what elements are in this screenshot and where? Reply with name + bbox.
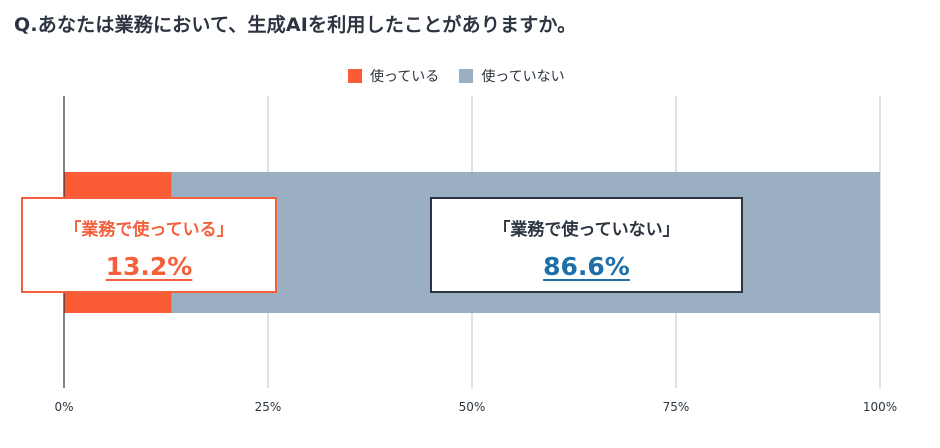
x-tick-label-3: 75% (663, 400, 690, 414)
x-tick-label-4: 100% (863, 400, 897, 414)
legend: 使っている 使っていない (348, 66, 585, 86)
legend-swatch-using (348, 69, 362, 83)
x-tick-label-2: 50% (459, 400, 486, 414)
x-tick-label-0: 0% (54, 400, 73, 414)
callout-using: 「業務で使っている」 13.2% (21, 197, 277, 293)
callout-using-label: 「業務で使っている」 (64, 220, 234, 240)
callout-using-value: 13.2% (105, 252, 193, 281)
legend-swatch-not-using (459, 69, 474, 83)
callout-not-using-value: 86.6% (543, 252, 630, 281)
legend-item-using: 使っている (348, 66, 439, 86)
legend-item-not-using: 使っていない (459, 66, 565, 86)
chart-title: Q.あなたは業務において、生成AIを利用したことがありますか。 (14, 14, 577, 36)
legend-label-using: 使っている (370, 69, 440, 85)
callout-not-using: 「業務で使っていない」 86.6% (430, 197, 743, 293)
legend-label-not-using: 使っていない (481, 69, 565, 85)
x-tick-label-1: 25% (255, 400, 282, 414)
callout-not-using-label: 「業務で使っていない」 (493, 220, 680, 240)
